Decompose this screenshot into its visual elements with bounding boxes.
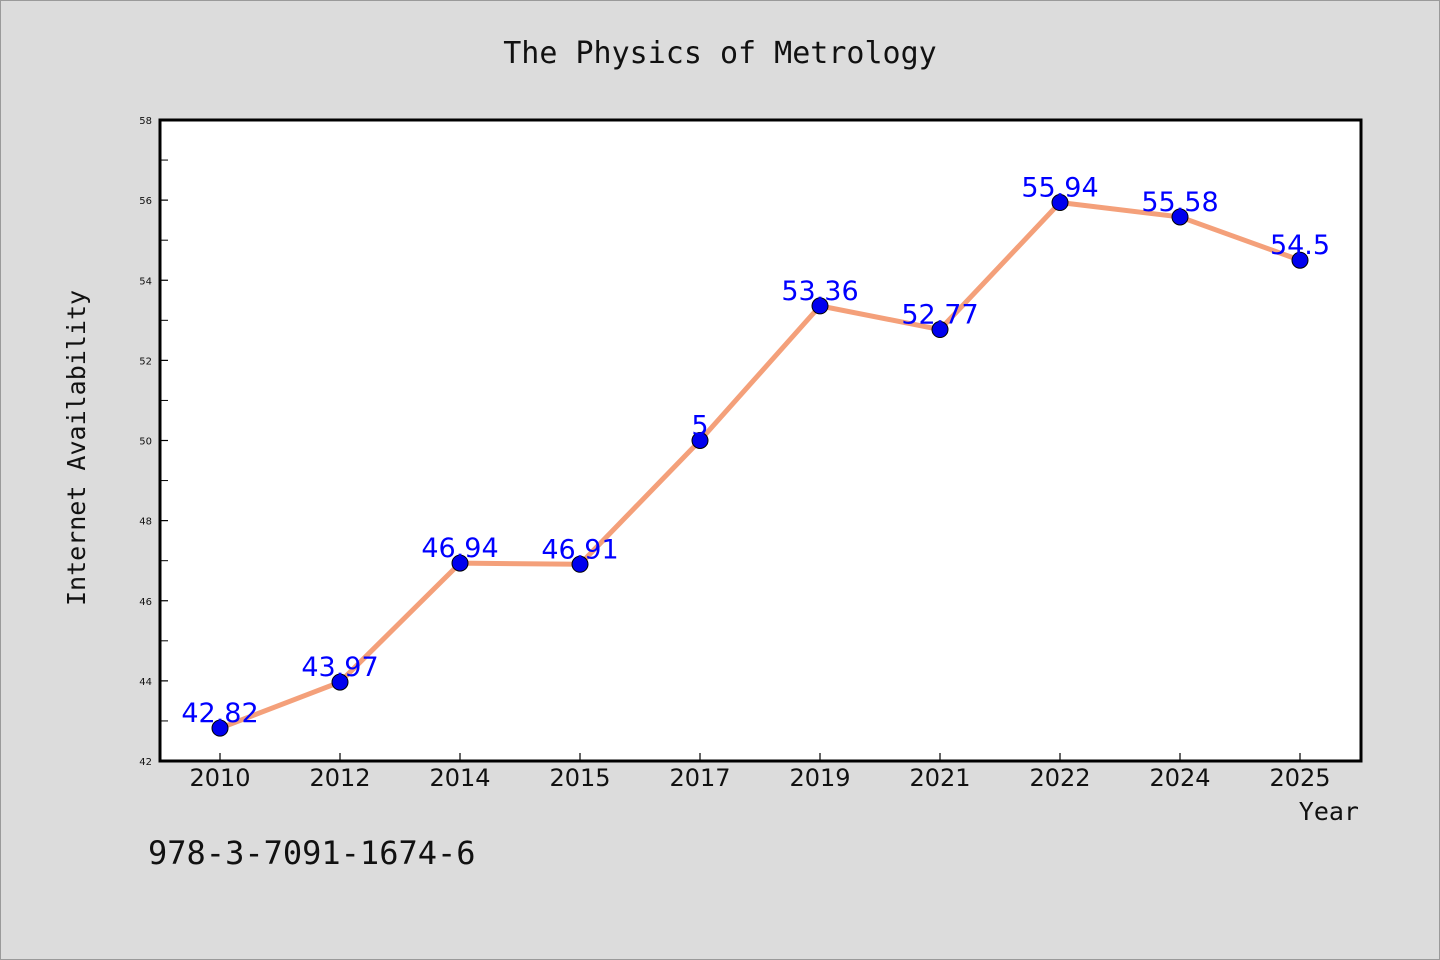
y-tick-label: 58: [139, 116, 152, 127]
y-tick-label: 56: [139, 196, 152, 207]
data-point: [691, 432, 709, 449]
y-tick-label: 42: [139, 757, 152, 768]
data-point: [451, 554, 469, 572]
data-labels-group: 42.82 43.97 46.94 46.91 5 53.36 52.77 55.94 55.5…: [181, 173, 1330, 730]
x-tick-label: 2024: [1149, 764, 1210, 792]
data-label: 42.82: [181, 698, 258, 729]
data-label: 52.77: [901, 300, 978, 331]
data-label: 54.5: [1270, 230, 1330, 261]
x-tick-label: 2021: [909, 764, 970, 792]
data-point: [811, 297, 829, 315]
y-tick-label: 52: [139, 356, 152, 367]
x-tick-label: 2025: [1269, 764, 1330, 792]
y-tick-label: 46: [139, 597, 152, 608]
x-tick-label: 2019: [789, 764, 850, 792]
data-label: 46.94: [421, 533, 498, 564]
y-tick-label: 50: [139, 437, 152, 448]
y-tick-label: 44: [139, 677, 152, 688]
y-axis-label: Internet Availability: [62, 290, 91, 606]
data-point: [1291, 251, 1309, 269]
y-axis: 42 44 46 48 50 52 54 56 58: [139, 116, 168, 768]
x-tick-label: 2010: [189, 764, 250, 792]
y-tick-label: 48: [139, 517, 152, 528]
data-label: 55.58: [1141, 187, 1218, 218]
data-point: [1171, 208, 1189, 226]
y-tick-label: 54: [139, 276, 152, 287]
data-point: [931, 321, 949, 339]
series-line-group: [217, 200, 1303, 731]
x-tick-label: 2022: [1029, 764, 1090, 792]
chart-title: The Physics of Metrology: [503, 36, 936, 71]
x-axis-label: Year: [1299, 797, 1359, 826]
data-label: 53.36: [781, 276, 858, 307]
data-label: 43.97: [301, 652, 378, 683]
series-markers-group: [211, 194, 1309, 737]
series-line: [217, 200, 1303, 731]
data-point: [571, 555, 589, 573]
data-point: [1051, 194, 1069, 212]
footnote-isbn: 978-3-7091-1674-6: [148, 834, 476, 872]
x-tick-label: 2014: [429, 764, 490, 792]
x-tick-label: 2012: [309, 764, 370, 792]
x-tick-label: 2015: [549, 764, 610, 792]
plot-area: [158, 118, 1363, 763]
data-point: [211, 719, 229, 737]
x-tick-label: 2017: [669, 764, 730, 792]
data-label: 5: [691, 411, 708, 442]
data-label: 46.91: [541, 534, 618, 565]
x-axis: 2010 2012 2014 2015 2017 2019 2021 2022 2024 2025: [189, 753, 1331, 792]
data-point: [331, 673, 349, 691]
data-label: 55.94: [1021, 173, 1098, 204]
